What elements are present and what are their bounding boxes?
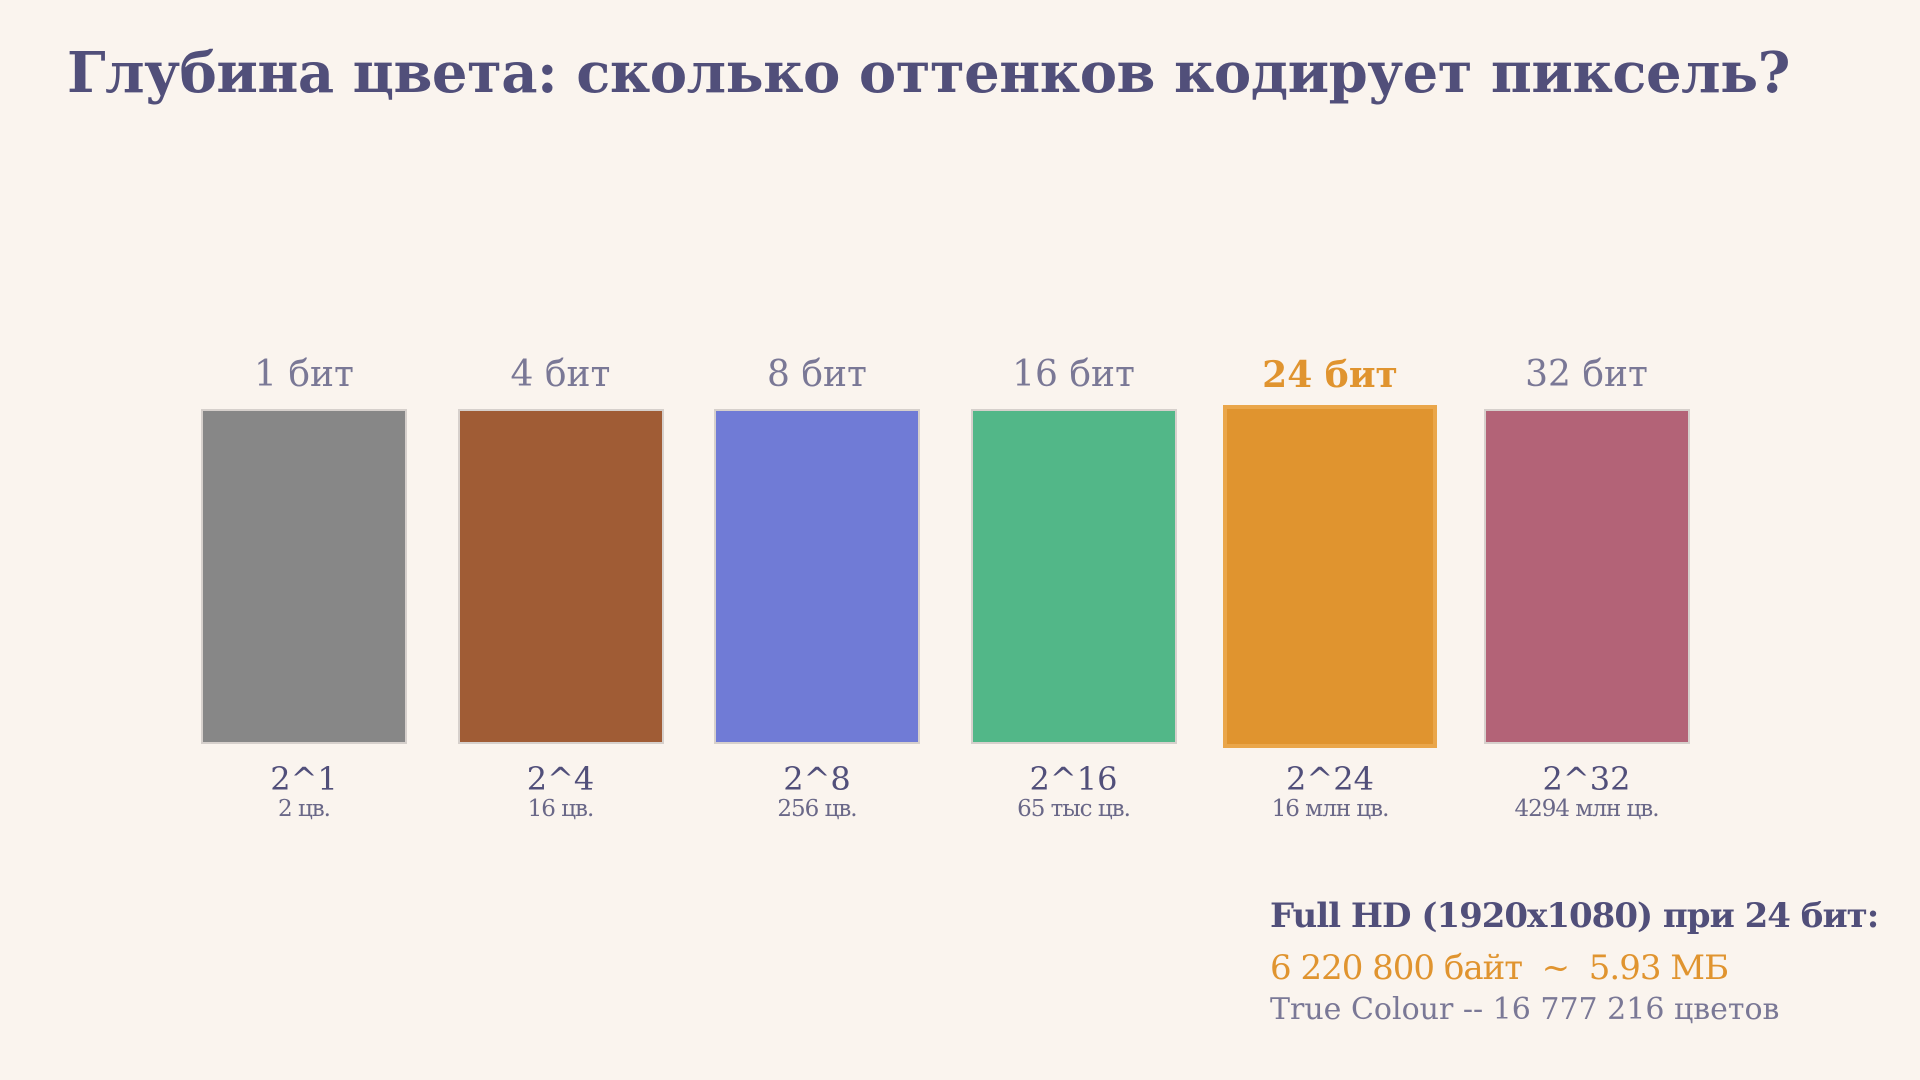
card-power: 2^4 [526,760,595,798]
color-swatch [1223,405,1437,748]
footer-heading: Full HD (1920x1080) при 24 бит: [1270,896,1879,936]
card-label: 8 бит [767,354,867,395]
card-count: 4294 млн цв. [1514,796,1659,822]
color-swatch [1483,409,1690,744]
card-count: 16 млн цв. [1271,796,1390,822]
card-label: 24 бит [1262,354,1398,396]
card-power: 2^24 [1286,760,1374,798]
card-power: 2^1 [270,760,338,798]
footer-size: 6 220 800 байт ~ 5.93 МБ [1270,948,1729,988]
color-swatch [457,409,664,744]
card-power: 2^16 [1029,760,1118,798]
title: Глубина цвета: сколько оттенков кодирует… [67,40,1790,106]
card-label: 1 бит [254,354,354,395]
card-power: 2^8 [783,760,851,798]
card-count: 65 тыс цв. [1017,796,1131,822]
card-power: 2^32 [1542,760,1631,798]
footer-note: True Colour -- 16 777 216 цветов [1270,992,1780,1027]
card-label: 16 бит [1012,354,1135,395]
color-swatch [201,409,407,744]
card-count: 16 цв. [527,796,595,822]
card-count: 256 цв. [777,796,857,822]
card-label: 4 бит [510,354,611,395]
card-label: 32 бит [1525,354,1648,395]
card-count: 2 цв. [278,796,331,822]
color-swatch [714,409,920,744]
color-swatch [970,409,1177,744]
